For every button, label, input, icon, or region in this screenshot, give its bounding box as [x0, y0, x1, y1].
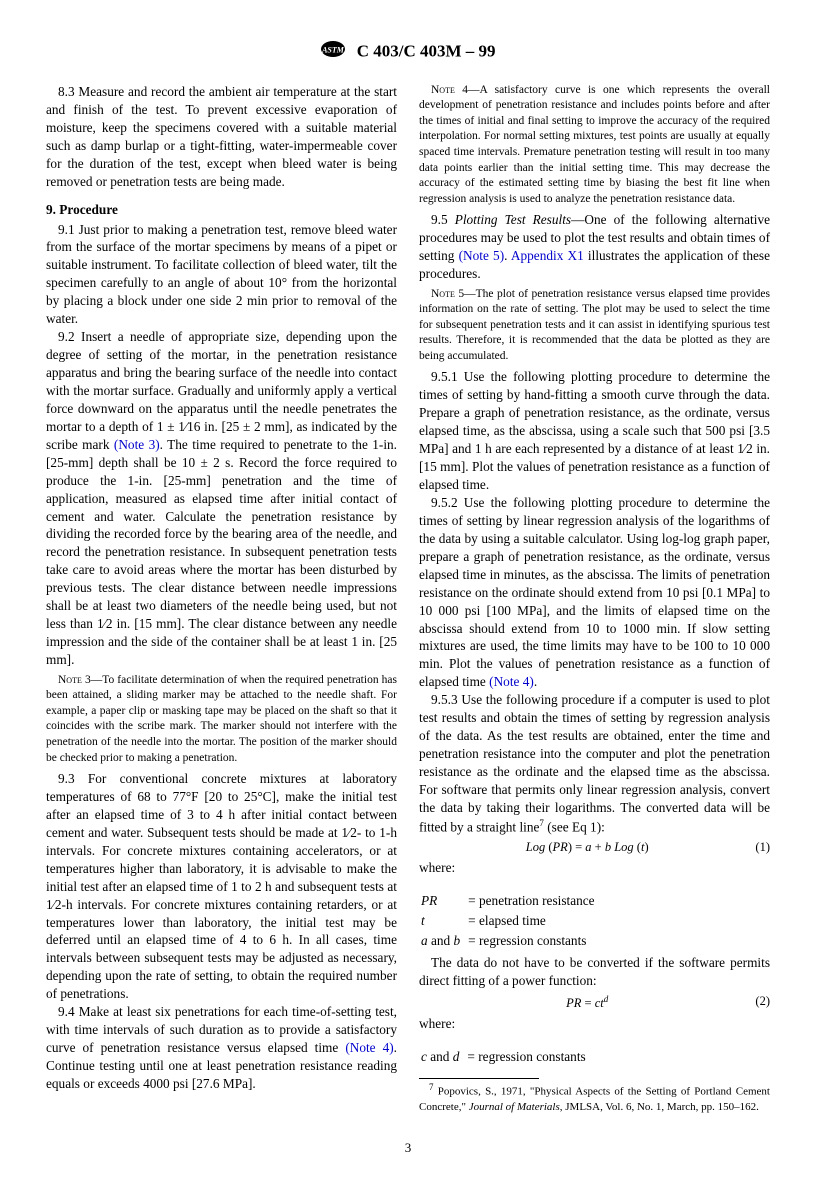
para-9-5-1: 9.5.1 Use the following plotting procedu…: [419, 368, 770, 494]
def-row: t = elapsed time: [421, 912, 597, 930]
para-9-3: 9.3 For conventional concrete mixtures a…: [46, 770, 397, 1003]
def-text: = penetration resistance: [468, 892, 596, 910]
page-number: 3: [46, 1139, 770, 1157]
def-row: PR = penetration resistance: [421, 892, 597, 910]
footnote-7-b: , JMLSA, Vol. 6, No. 1, March, pp. 150–1…: [560, 1101, 759, 1113]
footnote-7-journal: Journal of Materials: [469, 1101, 560, 1113]
def-row: c and d = regression constants: [421, 1048, 588, 1066]
note-5: Note 5—The plot of penetration resistanc…: [419, 287, 770, 365]
standard-designation: C 403/C 403M – 99: [357, 41, 496, 60]
def-text: = regression constants: [468, 932, 596, 950]
para-9-5-2: 9.5.2 Use the following plotting procedu…: [419, 494, 770, 691]
equation-1-number: (1): [755, 839, 770, 856]
def-sym: c and d: [421, 1048, 461, 1066]
para-9-5-em: Plotting Test Results: [455, 212, 571, 227]
equation-2-number: (2): [755, 993, 770, 1010]
def-sym: PR: [421, 892, 462, 910]
def-row: a and b = regression constants: [421, 932, 597, 950]
def-text: = regression constants: [467, 1048, 587, 1066]
def-text: = elapsed time: [468, 912, 596, 930]
section-9-title: 9. Procedure: [46, 201, 397, 219]
def-list-1: PR = penetration resistance t = elapsed ti…: [419, 890, 599, 952]
page-header: ASTM C 403/C 403M – 99: [46, 40, 770, 65]
para-9-1: 9.1 Just prior to making a penetration t…: [46, 221, 397, 329]
para-9-2-a: 9.2 Insert a needle of appropriate size,…: [46, 329, 397, 452]
note-4: Note 4—A satisfactory curve is one which…: [419, 83, 770, 207]
equation-1-body: Log (PR) = a + b Log (t): [526, 840, 649, 854]
note-4-label: Note 4—: [431, 84, 480, 96]
equation-2: PR = ctd (2): [419, 993, 770, 1012]
def-sym: a and b: [421, 932, 462, 950]
para-9-2-b: . The time required to penetrate to the …: [46, 437, 397, 667]
para-9-5-3-tail: (see Eq 1):: [544, 819, 605, 834]
note-3-label: Note 3—: [58, 674, 102, 686]
def-sym: t: [421, 912, 462, 930]
note-5-label: Note 5—: [431, 288, 476, 300]
note-4-text: A satisfactory curve is one which repres…: [419, 84, 770, 205]
svg-text:ASTM: ASTM: [322, 46, 346, 55]
para-9-5-3-text: 9.5.3 Use the following procedure if a c…: [419, 692, 770, 834]
footnote-7: 7 Popovics, S., 1971, "Physical Aspects …: [419, 1081, 770, 1114]
def-list-2: c and d = regression constants: [419, 1046, 590, 1068]
para-after-eq1: The data do not have to be converted if …: [419, 954, 770, 990]
para-8-3: 8.3 Measure and record the ambient air t…: [46, 83, 397, 191]
para-9-2: 9.2 Insert a needle of appropriate size,…: [46, 328, 397, 669]
para-9-5-a: 9.5: [431, 212, 455, 227]
footnote-rule: [419, 1078, 539, 1079]
where-label-2: where:: [419, 1015, 770, 1033]
note-5-ref: (Note 5): [459, 248, 505, 263]
para-9-4: 9.4 Make at least six penetrations for e…: [46, 1003, 397, 1093]
note-4-ref: (Note 4): [345, 1040, 393, 1055]
where-label-1: where:: [419, 859, 770, 877]
para-9-5-c: .: [504, 248, 511, 263]
para-9-5-3: 9.5.3 Use the following procedure if a c…: [419, 691, 770, 836]
equation-1: Log (PR) = a + b Log (t) (1): [419, 839, 770, 856]
note-3-text: To facilitate determination of when the …: [46, 674, 397, 764]
para-9-5-2-a: 9.5.2 Use the following plotting procedu…: [419, 495, 770, 689]
body-columns: 8.3 Measure and record the ambient air t…: [46, 83, 770, 1115]
appendix-x1-ref: Appendix X1: [511, 248, 584, 263]
note-3-ref: (Note 3): [114, 437, 160, 452]
note-4-ref-2: (Note 4): [489, 674, 534, 689]
para-9-5: 9.5 Plotting Test Results—One of the fol…: [419, 211, 770, 283]
note-3: Note 3—To facilitate determination of wh…: [46, 673, 397, 766]
astm-logo-icon: ASTM: [320, 40, 346, 65]
equation-2-body: PR = ctd: [566, 996, 608, 1010]
para-9-5-2-b: .: [534, 674, 537, 689]
